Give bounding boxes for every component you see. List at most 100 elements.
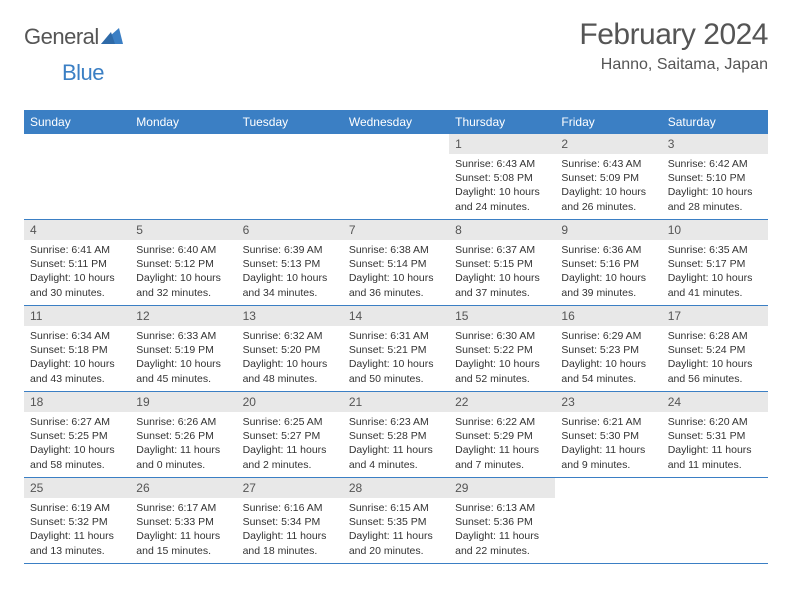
day-number — [130, 134, 236, 154]
calendar-day-cell: 7Sunrise: 6:38 AMSunset: 5:14 PMDaylight… — [343, 220, 449, 306]
day-header: Wednesday — [343, 111, 449, 134]
day-number: 4 — [24, 220, 130, 240]
calendar-day-cell — [130, 134, 236, 220]
calendar-day-cell: 23Sunrise: 6:21 AMSunset: 5:30 PMDayligh… — [555, 392, 661, 478]
day-number: 9 — [555, 220, 661, 240]
calendar-day-cell: 16Sunrise: 6:29 AMSunset: 5:23 PMDayligh… — [555, 306, 661, 392]
calendar-day-cell: 11Sunrise: 6:34 AMSunset: 5:18 PMDayligh… — [24, 306, 130, 392]
day-header: Sunday — [24, 111, 130, 134]
day-number: 7 — [343, 220, 449, 240]
calendar-day-cell: 28Sunrise: 6:15 AMSunset: 5:35 PMDayligh… — [343, 478, 449, 564]
calendar-day-cell: 2Sunrise: 6:43 AMSunset: 5:09 PMDaylight… — [555, 134, 661, 220]
day-details: Sunrise: 6:16 AMSunset: 5:34 PMDaylight:… — [237, 498, 343, 561]
calendar-day-cell: 19Sunrise: 6:26 AMSunset: 5:26 PMDayligh… — [130, 392, 236, 478]
day-number — [555, 478, 661, 498]
day-details: Sunrise: 6:37 AMSunset: 5:15 PMDaylight:… — [449, 240, 555, 303]
day-details: Sunrise: 6:23 AMSunset: 5:28 PMDaylight:… — [343, 412, 449, 475]
day-number — [662, 478, 768, 498]
day-number: 26 — [130, 478, 236, 498]
day-details: Sunrise: 6:30 AMSunset: 5:22 PMDaylight:… — [449, 326, 555, 389]
day-details: Sunrise: 6:33 AMSunset: 5:19 PMDaylight:… — [130, 326, 236, 389]
day-details: Sunrise: 6:19 AMSunset: 5:32 PMDaylight:… — [24, 498, 130, 561]
day-number: 11 — [24, 306, 130, 326]
calendar-day-cell: 24Sunrise: 6:20 AMSunset: 5:31 PMDayligh… — [662, 392, 768, 478]
day-header-row: SundayMondayTuesdayWednesdayThursdayFrid… — [24, 111, 768, 134]
calendar-week-row: 4Sunrise: 6:41 AMSunset: 5:11 PMDaylight… — [24, 220, 768, 306]
logo: General — [24, 24, 125, 50]
calendar-day-cell — [555, 478, 661, 564]
day-header: Monday — [130, 111, 236, 134]
calendar-week-row: 1Sunrise: 6:43 AMSunset: 5:08 PMDaylight… — [24, 134, 768, 220]
day-number: 22 — [449, 392, 555, 412]
calendar-day-cell: 26Sunrise: 6:17 AMSunset: 5:33 PMDayligh… — [130, 478, 236, 564]
calendar-day-cell: 3Sunrise: 6:42 AMSunset: 5:10 PMDaylight… — [662, 134, 768, 220]
day-details: Sunrise: 6:38 AMSunset: 5:14 PMDaylight:… — [343, 240, 449, 303]
calendar-day-cell: 6Sunrise: 6:39 AMSunset: 5:13 PMDaylight… — [237, 220, 343, 306]
calendar-day-cell — [343, 134, 449, 220]
calendar-day-cell: 21Sunrise: 6:23 AMSunset: 5:28 PMDayligh… — [343, 392, 449, 478]
day-details: Sunrise: 6:31 AMSunset: 5:21 PMDaylight:… — [343, 326, 449, 389]
logo-word2: Blue — [62, 60, 104, 85]
day-details: Sunrise: 6:41 AMSunset: 5:11 PMDaylight:… — [24, 240, 130, 303]
logo-word1: General — [24, 24, 99, 50]
day-number: 14 — [343, 306, 449, 326]
day-details: Sunrise: 6:27 AMSunset: 5:25 PMDaylight:… — [24, 412, 130, 475]
day-details: Sunrise: 6:25 AMSunset: 5:27 PMDaylight:… — [237, 412, 343, 475]
calendar-week-row: 11Sunrise: 6:34 AMSunset: 5:18 PMDayligh… — [24, 306, 768, 392]
day-number: 29 — [449, 478, 555, 498]
day-number: 17 — [662, 306, 768, 326]
day-number: 25 — [24, 478, 130, 498]
day-number — [343, 134, 449, 154]
calendar-day-cell: 4Sunrise: 6:41 AMSunset: 5:11 PMDaylight… — [24, 220, 130, 306]
calendar-day-cell: 9Sunrise: 6:36 AMSunset: 5:16 PMDaylight… — [555, 220, 661, 306]
calendar-day-cell: 29Sunrise: 6:13 AMSunset: 5:36 PMDayligh… — [449, 478, 555, 564]
day-number: 1 — [449, 134, 555, 154]
calendar-day-cell: 14Sunrise: 6:31 AMSunset: 5:21 PMDayligh… — [343, 306, 449, 392]
day-header: Tuesday — [237, 111, 343, 134]
calendar-day-cell: 18Sunrise: 6:27 AMSunset: 5:25 PMDayligh… — [24, 392, 130, 478]
calendar-day-cell: 20Sunrise: 6:25 AMSunset: 5:27 PMDayligh… — [237, 392, 343, 478]
day-header: Thursday — [449, 111, 555, 134]
day-number — [24, 134, 130, 154]
calendar-week-row: 25Sunrise: 6:19 AMSunset: 5:32 PMDayligh… — [24, 478, 768, 564]
day-number: 23 — [555, 392, 661, 412]
calendar-day-cell — [662, 478, 768, 564]
calendar-day-cell: 22Sunrise: 6:22 AMSunset: 5:29 PMDayligh… — [449, 392, 555, 478]
day-number: 15 — [449, 306, 555, 326]
day-number: 8 — [449, 220, 555, 240]
day-number: 12 — [130, 306, 236, 326]
day-header: Saturday — [662, 111, 768, 134]
month-title: February 2024 — [579, 18, 768, 52]
day-number: 13 — [237, 306, 343, 326]
calendar-day-cell: 1Sunrise: 6:43 AMSunset: 5:08 PMDaylight… — [449, 134, 555, 220]
day-number: 5 — [130, 220, 236, 240]
day-number: 18 — [24, 392, 130, 412]
day-details: Sunrise: 6:13 AMSunset: 5:36 PMDaylight:… — [449, 498, 555, 561]
day-details: Sunrise: 6:15 AMSunset: 5:35 PMDaylight:… — [343, 498, 449, 561]
day-details: Sunrise: 6:32 AMSunset: 5:20 PMDaylight:… — [237, 326, 343, 389]
day-number: 3 — [662, 134, 768, 154]
day-details: Sunrise: 6:36 AMSunset: 5:16 PMDaylight:… — [555, 240, 661, 303]
day-details: Sunrise: 6:17 AMSunset: 5:33 PMDaylight:… — [130, 498, 236, 561]
day-number: 2 — [555, 134, 661, 154]
day-details: Sunrise: 6:26 AMSunset: 5:26 PMDaylight:… — [130, 412, 236, 475]
day-details: Sunrise: 6:21 AMSunset: 5:30 PMDaylight:… — [555, 412, 661, 475]
day-details: Sunrise: 6:43 AMSunset: 5:09 PMDaylight:… — [555, 154, 661, 217]
calendar-day-cell: 10Sunrise: 6:35 AMSunset: 5:17 PMDayligh… — [662, 220, 768, 306]
day-details: Sunrise: 6:43 AMSunset: 5:08 PMDaylight:… — [449, 154, 555, 217]
calendar-week-row: 18Sunrise: 6:27 AMSunset: 5:25 PMDayligh… — [24, 392, 768, 478]
calendar-head: SundayMondayTuesdayWednesdayThursdayFrid… — [24, 111, 768, 134]
logo-triangle-icon — [101, 26, 123, 49]
day-number — [237, 134, 343, 154]
day-number: 24 — [662, 392, 768, 412]
calendar-day-cell: 17Sunrise: 6:28 AMSunset: 5:24 PMDayligh… — [662, 306, 768, 392]
calendar-day-cell: 8Sunrise: 6:37 AMSunset: 5:15 PMDaylight… — [449, 220, 555, 306]
day-header: Friday — [555, 111, 661, 134]
day-number: 10 — [662, 220, 768, 240]
day-number: 16 — [555, 306, 661, 326]
calendar-day-cell: 27Sunrise: 6:16 AMSunset: 5:34 PMDayligh… — [237, 478, 343, 564]
day-details: Sunrise: 6:34 AMSunset: 5:18 PMDaylight:… — [24, 326, 130, 389]
day-details: Sunrise: 6:28 AMSunset: 5:24 PMDaylight:… — [662, 326, 768, 389]
calendar-body: 1Sunrise: 6:43 AMSunset: 5:08 PMDaylight… — [24, 134, 768, 564]
calendar-day-cell: 15Sunrise: 6:30 AMSunset: 5:22 PMDayligh… — [449, 306, 555, 392]
